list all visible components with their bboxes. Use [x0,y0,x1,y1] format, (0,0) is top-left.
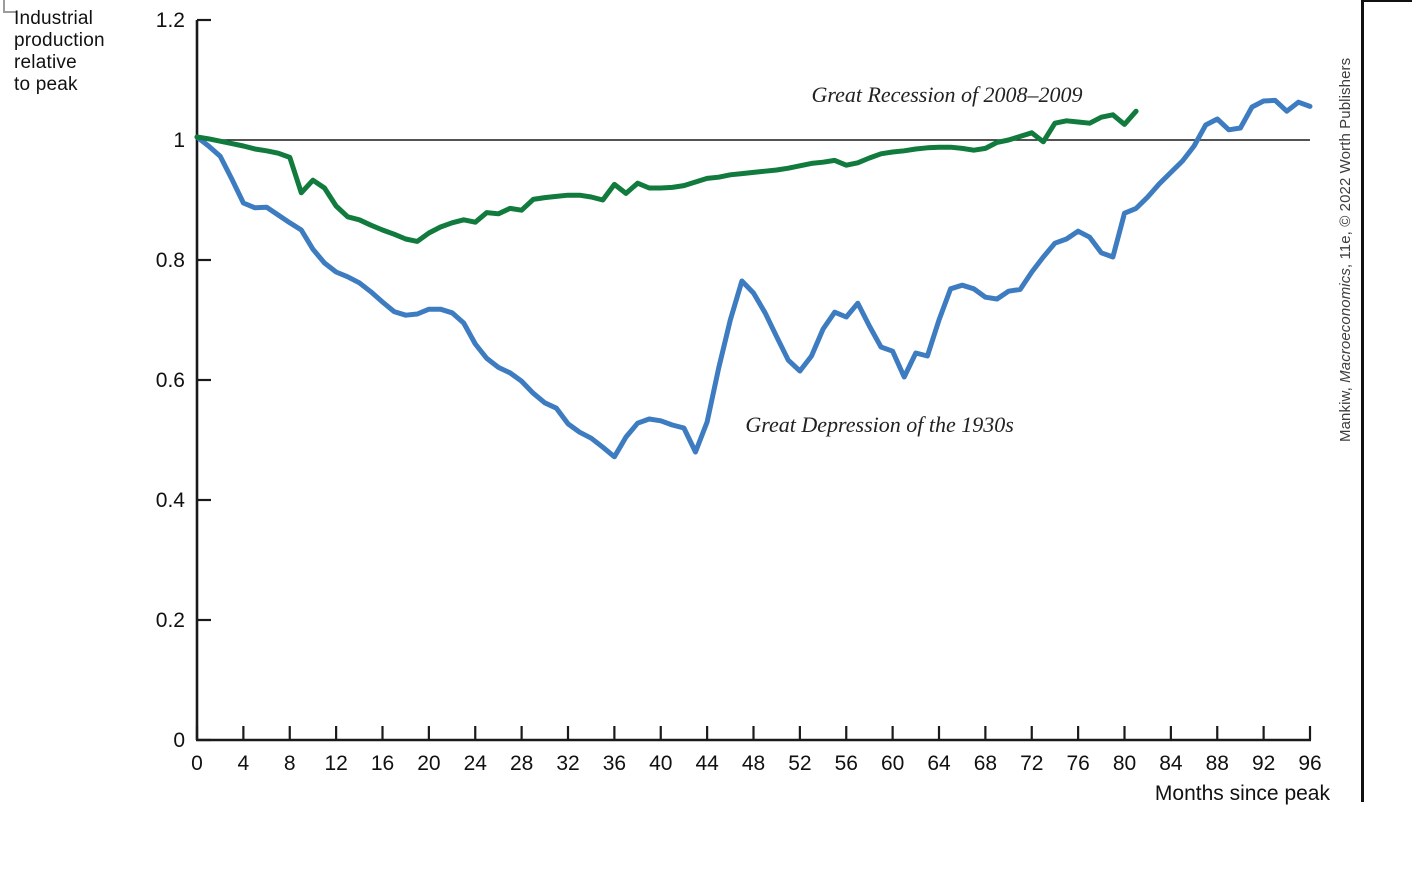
credit-suffix: , 11e, © 2022 Worth Publishers [1337,57,1354,269]
x-tick-label: 60 [881,752,904,775]
x-tick-label: 92 [1252,752,1275,775]
x-tick-label: 40 [649,752,672,775]
series-great-recession-line [194,108,1139,244]
page-edge-rule-vertical [1361,0,1364,802]
x-tick-label: 28 [510,752,533,775]
y-tick-label: 0.6 [156,369,185,392]
x-tick-label: 64 [927,752,951,775]
x-tick-label: 72 [1020,752,1043,775]
y-tick-label: 0 [173,729,185,752]
y-axis-title-line: relative [14,52,77,73]
series-great-depression-line [194,97,1313,460]
x-tick-label: 56 [835,752,858,775]
x-tick-label: 32 [556,752,579,775]
x-tick-label: 48 [742,752,765,775]
corner-crop-mark-icon [0,0,16,15]
annotation-great-depression: Great Depression of the 1930s [745,412,1013,437]
y-tick-label: 0.8 [156,249,185,272]
x-tick-label: 36 [603,752,626,775]
annotation-great-recession: Great Recession of 2008–2009 [811,82,1082,107]
x-tick-label: 68 [974,752,997,775]
x-tick-label: 8 [284,752,296,775]
x-tick-label: 96 [1298,752,1321,775]
x-tick-label: 44 [695,752,719,775]
x-axis-label: Months since peak [1155,782,1331,805]
y-tick-label: 0.4 [156,489,186,512]
y-tick-label: 0.2 [156,609,185,632]
x-tick-label: 20 [417,752,440,775]
x-tick-label: 0 [191,752,203,775]
y-tick-label: 1.2 [156,9,185,32]
y-axis-title-line: to peak [14,74,78,95]
x-tick-label: 84 [1159,752,1183,775]
x-tick-label: 88 [1206,752,1229,775]
y-axis-title-line: production [14,30,105,51]
page-edge-rule-top [1361,0,1412,2]
x-tick-label: 80 [1113,752,1136,775]
x-tick-label: 4 [238,752,250,775]
x-tick-label: 12 [324,752,347,775]
x-tick-label: 76 [1066,752,1089,775]
y-axis-title-line: Industrial [14,8,94,29]
y-axis-title: Industrial production relative to peak [14,8,105,96]
x-tick-label: 24 [464,752,488,775]
y-tick-label: 1 [173,129,185,152]
credit-prefix: Mankiw, [1337,382,1354,442]
credit-book-title: Macroeconomics [1337,268,1354,383]
x-tick-label: 52 [788,752,811,775]
x-tick-label: 16 [371,752,394,775]
book-credit: Mankiw, Macroeconomics, 11e, © 2022 Wort… [1337,22,1354,442]
